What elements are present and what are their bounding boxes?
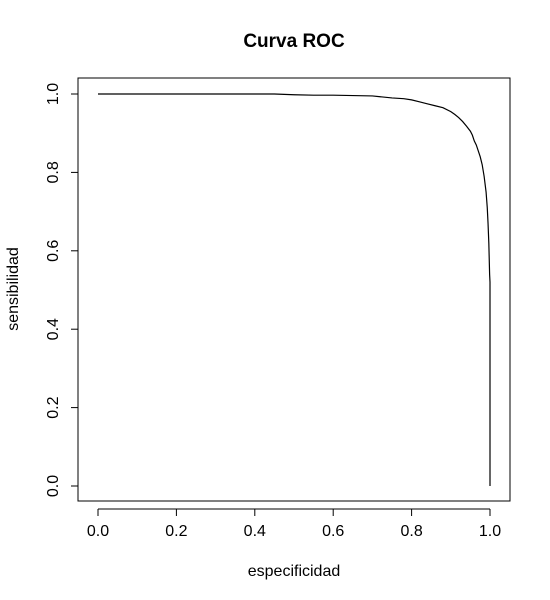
x-tick-label: 0.4	[244, 523, 266, 540]
roc-curve-line	[98, 93, 491, 486]
x-tick-label: 1.0	[479, 523, 501, 540]
x-tick-label: 0.8	[400, 523, 422, 540]
y-tick-label: 0.2	[45, 396, 62, 418]
x-axis-title: especificidad	[248, 563, 341, 580]
x-tick-label: 0.2	[165, 523, 187, 540]
y-axis: 0.0 0.2 0.4 0.6 0.8 1.0	[45, 83, 79, 497]
x-tick-label: 0.6	[322, 523, 344, 540]
x-axis: 0.0 0.2 0.4 0.6 0.8 1.0	[87, 508, 501, 540]
plot-frame	[77, 77, 511, 502]
y-tick-label: 0.8	[45, 161, 62, 183]
y-tick-label: 0.0	[45, 475, 62, 497]
y-tick-label: 0.4	[45, 318, 62, 340]
y-tick-label: 0.6	[45, 240, 62, 262]
x-tick-label: 0.0	[87, 523, 109, 540]
chart-title: Curva ROC	[243, 31, 345, 52]
y-axis-title: sensibilidad	[5, 247, 22, 331]
y-tick-label: 1.0	[45, 83, 62, 105]
